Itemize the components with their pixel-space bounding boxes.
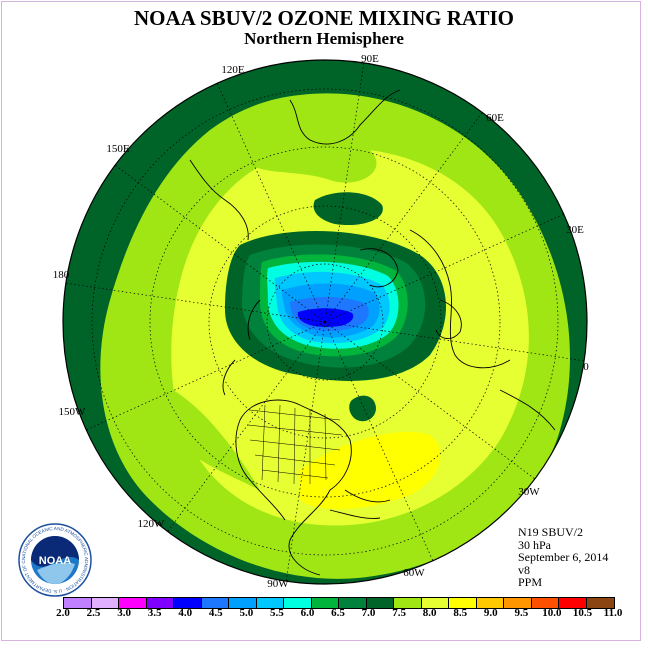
- lon-label-120w: 120W: [138, 518, 166, 530]
- noaa-logo: NATIONAL OCEANIC AND ATMOSPHERIC ADMINIS…: [17, 522, 92, 597]
- colorbar-swatch: [339, 598, 367, 608]
- africa-coast: [499, 389, 556, 431]
- colorbar-tick-label: 9.5: [514, 607, 529, 619]
- colorbar-tick-label: 8.0: [422, 607, 437, 619]
- colorbar-tick-label: 5.5: [270, 607, 284, 619]
- coastlines: [189, 89, 556, 576]
- colorbar-swatch: [366, 598, 394, 608]
- contour-8.0-small: [195, 243, 213, 257]
- latitude-circles: [91, 88, 559, 556]
- lon-label-120e: 120E: [221, 64, 245, 76]
- colorbar-tick-label: 5.0: [239, 607, 254, 619]
- lon-label-30e: 30E: [566, 224, 584, 236]
- logo-text: NOAA: [39, 555, 71, 567]
- colorbar-swatch: [449, 598, 477, 608]
- colorbar-tick-label: 7.5: [392, 607, 406, 619]
- info-block: N19 SBUV/2 30 hPa September 6, 2014 v8 P…: [518, 526, 608, 589]
- seagull-icon: [37, 562, 75, 584]
- colorbar-tick-label: 11.0: [603, 607, 623, 619]
- info-units: PPM: [518, 575, 543, 590]
- lon-label-90w: 90W: [267, 578, 289, 590]
- lon-label-180: 180: [53, 269, 70, 281]
- colorbar-tick-label: 4.0: [178, 607, 193, 619]
- colorbar-swatch: [91, 598, 119, 608]
- contour-7.5-lowerleft: [150, 380, 260, 490]
- colorbar-swatch: [476, 598, 504, 608]
- colorbar-tick-label: 2.5: [86, 607, 101, 619]
- colorbar-tick-label: 10.0: [542, 607, 562, 619]
- colorbar-swatch: [229, 598, 257, 608]
- map-title: NOAA SBUV/2 OZONE MIXING RATIO: [134, 6, 514, 30]
- lon-label-60w: 60W: [403, 567, 425, 579]
- colorbar-swatch: [284, 598, 312, 608]
- lon-label-150w: 150W: [59, 406, 87, 418]
- colorbar-swatch: [504, 598, 532, 608]
- info-version: v8: [518, 562, 530, 577]
- europe-coast: [409, 229, 511, 369]
- caribbean-coast: [329, 489, 391, 519]
- colorbar-swatch: [256, 598, 284, 608]
- scandinavia-coast: [435, 299, 462, 339]
- lon-label-60e: 60E: [486, 112, 504, 124]
- east-asia-coast: [189, 159, 249, 241]
- lon-label-30w: 30W: [518, 486, 540, 498]
- figure-frame: [1, 1, 641, 641]
- lon-label-150e: 150E: [106, 143, 130, 155]
- colorbar-swatch: [311, 598, 339, 608]
- colorbar-swatch: [119, 598, 147, 608]
- info-pressure: 30 hPa: [518, 537, 551, 552]
- map-border: [62, 59, 588, 585]
- colorbar-labels: 2.0 2.5 3.0 3.5 4.0 4.5 5.0 5.5 6.0 6.5 7.0 7.5 8.0 8…: [0, 607, 648, 623]
- colorbar-swatch: [531, 598, 559, 608]
- colorbar-tick-label: 6.5: [331, 607, 345, 619]
- colorbar-swatch: [174, 598, 202, 608]
- north-america-coast: [239, 399, 352, 576]
- colorbar-tick-label: 8.5: [453, 607, 468, 619]
- colorbar-tick-label: 2.0: [56, 607, 70, 619]
- contour-8.5-9.0: [300, 431, 441, 510]
- colorbar-tick-label: 6.0: [300, 607, 315, 619]
- colorbar-swatch: [559, 598, 587, 608]
- greenland-coast: [359, 248, 399, 288]
- colorbar-tick-label: 9.0: [483, 607, 498, 619]
- colorbar-swatch: [421, 598, 449, 608]
- lon-label-90e: 90E: [361, 53, 379, 65]
- alaska-coast: [222, 299, 261, 396]
- colorbar-tick-label: 7.0: [361, 607, 376, 619]
- lon-label-0: 0: [583, 361, 589, 373]
- colorbar-swatch: [394, 598, 422, 608]
- colorbar-swatch: [201, 598, 229, 608]
- colorbar-tick-label: 10.5: [572, 607, 593, 619]
- colorbar-tick-label: 3.5: [147, 607, 162, 619]
- colorbar-tick-label: 4.5: [208, 607, 223, 619]
- colorbar-swatch: [146, 598, 174, 608]
- info-satellite: N19 SBUV/2: [518, 525, 584, 539]
- siberia-coast: [289, 89, 401, 145]
- contour-7.5-top: [240, 127, 377, 183]
- colorbar: [63, 597, 615, 609]
- info-date: September 6, 2014: [518, 550, 609, 565]
- colorbar-swatch: [64, 598, 92, 608]
- colorbar-swatch: [586, 598, 614, 608]
- map-subtitle: Northern Hemisphere: [244, 29, 404, 48]
- colorbar-tick-label: 3.0: [117, 607, 131, 619]
- contour-7.0-hudson: [349, 395, 376, 422]
- us-state-lines: [247, 404, 343, 485]
